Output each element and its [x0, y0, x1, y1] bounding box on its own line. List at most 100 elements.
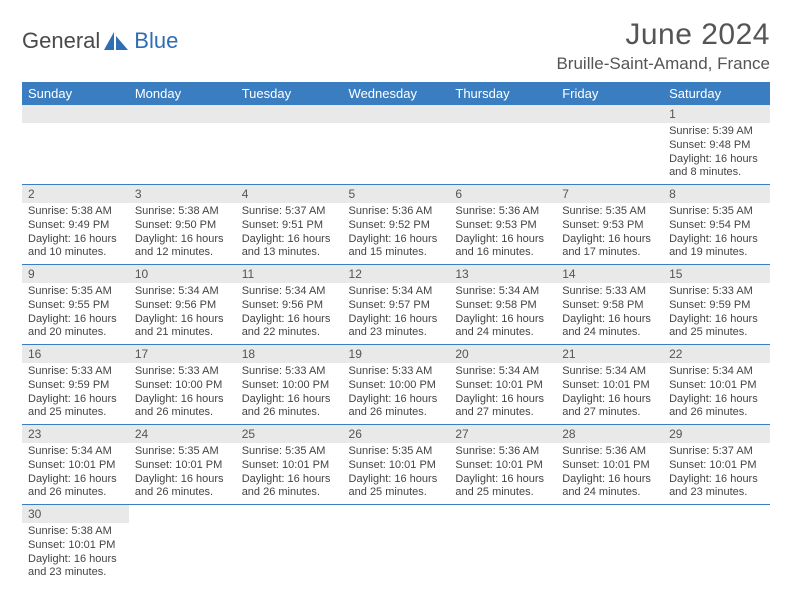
- calendar-cell: 21Sunrise: 5:34 AMSunset: 10:01 PMDaylig…: [556, 345, 663, 425]
- day-number: 24: [129, 425, 236, 443]
- day-detail-line: Daylight: 16 hours: [28, 393, 123, 407]
- day-number-empty: [556, 105, 663, 123]
- page-header: General Blue June 2024 Bruille-Saint-Ama…: [22, 18, 770, 74]
- day-number: 17: [129, 345, 236, 363]
- calendar-cell: 27Sunrise: 5:36 AMSunset: 10:01 PMDaylig…: [449, 425, 556, 505]
- calendar-cell: [343, 505, 450, 585]
- day-header: Tuesday: [236, 82, 343, 105]
- brand-logo: General Blue: [22, 28, 178, 54]
- day-detail-line: Sunrise: 5:35 AM: [349, 445, 444, 459]
- day-detail-line: Daylight: 16 hours: [455, 233, 550, 247]
- day-details: Sunrise: 5:36 AMSunset: 9:53 PMDaylight:…: [449, 203, 556, 264]
- day-detail-line: and 21 minutes.: [135, 326, 230, 340]
- day-detail-line: Daylight: 16 hours: [349, 393, 444, 407]
- day-detail-line: Daylight: 16 hours: [562, 233, 657, 247]
- calendar-cell: 5Sunrise: 5:36 AMSunset: 9:52 PMDaylight…: [343, 185, 450, 265]
- calendar-cell: 14Sunrise: 5:33 AMSunset: 9:58 PMDayligh…: [556, 265, 663, 345]
- day-detail-line: Daylight: 16 hours: [455, 393, 550, 407]
- day-detail-line: and 10 minutes.: [28, 246, 123, 260]
- day-details: Sunrise: 5:33 AMSunset: 10:00 PMDaylight…: [343, 363, 450, 424]
- day-number: 8: [663, 185, 770, 203]
- day-detail-line: Daylight: 16 hours: [669, 393, 764, 407]
- calendar-cell: 30Sunrise: 5:38 AMSunset: 10:01 PMDaylig…: [22, 505, 129, 585]
- day-detail-line: Sunrise: 5:38 AM: [28, 525, 123, 539]
- calendar-cell: 2Sunrise: 5:38 AMSunset: 9:49 PMDaylight…: [22, 185, 129, 265]
- calendar-cell: 17 Sunrise: 5:33 AMSunset: 10:00 PMDaylig…: [129, 345, 236, 425]
- calendar-week: 9Sunrise: 5:35 AMSunset: 9:55 PMDaylight…: [22, 265, 770, 345]
- day-detail-line: Sunrise: 5:34 AM: [455, 365, 550, 379]
- day-detail-line: Sunrise: 5:34 AM: [135, 285, 230, 299]
- calendar-week: 23Sunrise: 5:34 AMSunset: 10:01 PMDaylig…: [22, 425, 770, 505]
- calendar-table: SundayMondayTuesdayWednesdayThursdayFrid…: [22, 82, 770, 584]
- day-detail-line: Sunset: 10:01 PM: [349, 459, 444, 473]
- day-detail-line: Sunset: 9:54 PM: [669, 219, 764, 233]
- day-detail-line: Sunrise: 5:33 AM: [135, 365, 230, 379]
- day-details: Sunrise: 5:39 AMSunset: 9:48 PMDaylight:…: [663, 123, 770, 184]
- calendar-cell: [663, 505, 770, 585]
- day-detail-line: Sunrise: 5:38 AM: [135, 205, 230, 219]
- calendar-cell: 28Sunrise: 5:36 AMSunset: 10:01 PMDaylig…: [556, 425, 663, 505]
- day-detail-line: Sunset: 10:01 PM: [562, 379, 657, 393]
- brand-text-blue: Blue: [134, 28, 178, 54]
- day-detail-line: Sunrise: 5:33 AM: [28, 365, 123, 379]
- day-detail-line: Sunset: 10:00 PM: [242, 379, 337, 393]
- day-detail-line: and 8 minutes.: [669, 166, 764, 180]
- day-detail-line: Daylight: 16 hours: [242, 313, 337, 327]
- day-detail-line: Sunrise: 5:39 AM: [669, 125, 764, 139]
- day-number: 25: [236, 425, 343, 443]
- day-details: Sunrise: 5:33 AMSunset: 9:59 PMDaylight:…: [663, 283, 770, 344]
- day-detail-line: and 19 minutes.: [669, 246, 764, 260]
- calendar-cell: [129, 105, 236, 185]
- location-label: Bruille-Saint-Amand, France: [556, 54, 770, 74]
- day-number: 26: [343, 425, 450, 443]
- day-detail-line: Sunrise: 5:34 AM: [669, 365, 764, 379]
- day-detail-line: Daylight: 16 hours: [455, 313, 550, 327]
- day-detail-line: Sunset: 10:00 PM: [135, 379, 230, 393]
- day-detail-line: Daylight: 16 hours: [669, 233, 764, 247]
- day-detail-line: Daylight: 16 hours: [455, 473, 550, 487]
- day-detail-line: Daylight: 16 hours: [349, 233, 444, 247]
- day-detail-line: Sunrise: 5:36 AM: [349, 205, 444, 219]
- day-detail-line: Sunrise: 5:35 AM: [242, 445, 337, 459]
- calendar-cell: 13Sunrise: 5:34 AMSunset: 9:58 PMDayligh…: [449, 265, 556, 345]
- day-detail-line: Sunset: 9:49 PM: [28, 219, 123, 233]
- day-detail-line: Sunset: 10:01 PM: [28, 539, 123, 553]
- day-detail-line: Sunrise: 5:34 AM: [28, 445, 123, 459]
- day-detail-line: Sunrise: 5:35 AM: [28, 285, 123, 299]
- day-details: Sunrise: 5:33 AMSunset: 9:58 PMDaylight:…: [556, 283, 663, 344]
- day-number-empty: [22, 105, 129, 123]
- day-detail-line: Daylight: 16 hours: [669, 153, 764, 167]
- calendar-cell: 20Sunrise: 5:34 AMSunset: 10:01 PMDaylig…: [449, 345, 556, 425]
- calendar-cell: 12Sunrise: 5:34 AMSunset: 9:57 PMDayligh…: [343, 265, 450, 345]
- day-number: 28: [556, 425, 663, 443]
- day-number: 3: [129, 185, 236, 203]
- day-detail-line: Daylight: 16 hours: [28, 233, 123, 247]
- day-details: Sunrise: 5:36 AMSunset: 10:01 PMDaylight…: [449, 443, 556, 504]
- day-detail-line: Daylight: 16 hours: [242, 473, 337, 487]
- calendar-cell: 29Sunrise: 5:37 AMSunset: 10:01 PMDaylig…: [663, 425, 770, 505]
- day-details: Sunrise: 5:34 AMSunset: 9:57 PMDaylight:…: [343, 283, 450, 344]
- day-header: Saturday: [663, 82, 770, 105]
- day-detail-line: Sunrise: 5:33 AM: [562, 285, 657, 299]
- day-number: 1: [663, 105, 770, 123]
- day-number: 4: [236, 185, 343, 203]
- day-detail-line: Sunrise: 5:34 AM: [455, 285, 550, 299]
- calendar-cell: 9Sunrise: 5:35 AMSunset: 9:55 PMDaylight…: [22, 265, 129, 345]
- day-number: 27: [449, 425, 556, 443]
- day-detail-line: and 24 minutes.: [455, 326, 550, 340]
- day-detail-line: Sunrise: 5:33 AM: [242, 365, 337, 379]
- day-detail-line: and 25 minutes.: [28, 406, 123, 420]
- day-detail-line: and 23 minutes.: [28, 566, 123, 580]
- calendar-cell: 7Sunrise: 5:35 AMSunset: 9:53 PMDaylight…: [556, 185, 663, 265]
- day-number: 30: [22, 505, 129, 523]
- calendar-cell: 8Sunrise: 5:35 AMSunset: 9:54 PMDaylight…: [663, 185, 770, 265]
- day-detail-line: Sunrise: 5:36 AM: [455, 205, 550, 219]
- day-detail-line: Sunset: 10:01 PM: [669, 459, 764, 473]
- day-number: 10: [129, 265, 236, 283]
- calendar-cell: [129, 505, 236, 585]
- day-detail-line: Sunset: 10:01 PM: [562, 459, 657, 473]
- day-detail-line: Daylight: 16 hours: [135, 393, 230, 407]
- day-detail-line: Sunrise: 5:35 AM: [562, 205, 657, 219]
- day-number-empty: [129, 105, 236, 123]
- calendar-cell: 19Sunrise: 5:33 AMSunset: 10:00 PMDaylig…: [343, 345, 450, 425]
